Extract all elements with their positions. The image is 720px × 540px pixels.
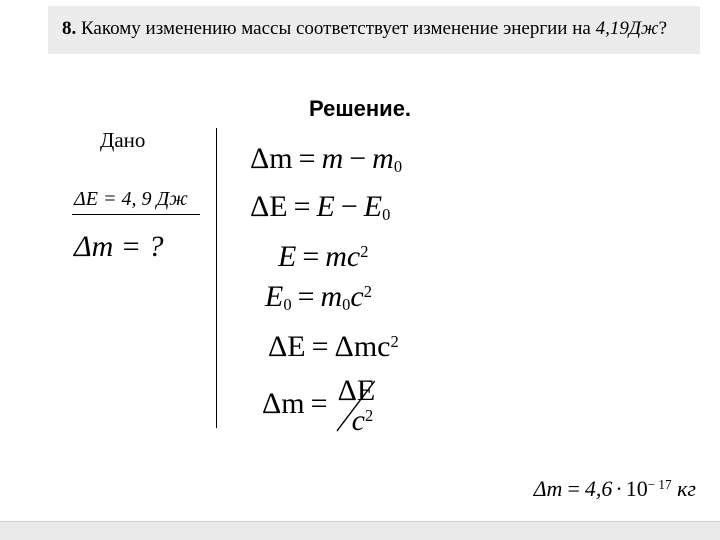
eq2-op: − bbox=[335, 190, 364, 223]
eq4-tail: c bbox=[350, 280, 363, 313]
eq6-lhs: Δm bbox=[262, 387, 305, 420]
eq2-lhs: ΔE bbox=[250, 190, 288, 223]
eq4-lhs: E bbox=[265, 280, 283, 313]
solution-title: Решение. bbox=[0, 96, 720, 122]
problem-text-a: Какому изменению массы соответствует изм… bbox=[81, 18, 596, 39]
given-deltaE: ΔE = 4, 9 Дж bbox=[74, 188, 188, 211]
eq5-rhs: Δmc bbox=[335, 330, 391, 363]
eq1-sub: 0 bbox=[394, 157, 402, 176]
eq3-lhs: E bbox=[278, 240, 296, 273]
result-coeff: 4,6 bbox=[585, 476, 613, 501]
eq1-op: − bbox=[343, 142, 372, 175]
result-unit: кг bbox=[677, 476, 696, 501]
eq5-sup: 2 bbox=[391, 332, 399, 351]
eq4-lsub: 0 bbox=[283, 295, 291, 314]
eq1-rhs-b: m bbox=[372, 142, 394, 175]
vertical-divider bbox=[216, 128, 217, 428]
eq6-fraction: ΔE c2 bbox=[334, 376, 378, 436]
eq2-rhs-b: E bbox=[364, 190, 382, 223]
eq2-sub: 0 bbox=[382, 205, 390, 224]
equation-E0: E0=m0c2 bbox=[265, 280, 372, 315]
eq5-lhs: ΔE bbox=[268, 330, 306, 363]
page: 8. Какому изменению массы соответствует … bbox=[0, 0, 720, 540]
equation-dE-dmc2: ΔE=Δmc2 bbox=[268, 330, 399, 364]
equation-dE: ΔE=E−E0 bbox=[250, 190, 390, 225]
result-lhs: Δm bbox=[534, 476, 563, 501]
equation-dm: Δm=m−m0 bbox=[250, 142, 402, 177]
result-base: 10 bbox=[626, 476, 648, 501]
problem-text-b: ? bbox=[659, 18, 667, 39]
equation-dm-final: Δm= ΔE c2 bbox=[262, 376, 377, 432]
eq4-rhs: m bbox=[321, 280, 343, 313]
eq3-rhs: mc bbox=[325, 240, 360, 273]
eq1-lhs: Δm bbox=[250, 142, 293, 175]
problem-value: 4,19Дж bbox=[596, 18, 659, 39]
result-exp: − 17 bbox=[648, 477, 672, 492]
problem-number: 8. bbox=[62, 18, 76, 39]
eq4-sup: 2 bbox=[364, 282, 372, 301]
fraction-slash-icon bbox=[334, 376, 378, 436]
eq1-rhs-a: m bbox=[322, 142, 344, 175]
result: Δm=4,6·10− 17 кг bbox=[534, 476, 696, 502]
given-deltam: Δm = ? bbox=[74, 230, 164, 264]
given-rule bbox=[72, 214, 200, 215]
equation-E: E=mc2 bbox=[278, 240, 368, 274]
given-label: Дано bbox=[100, 128, 145, 153]
result-op: · bbox=[612, 476, 625, 501]
bottom-band bbox=[0, 521, 720, 540]
eq2-rhs-a: E bbox=[317, 190, 335, 223]
problem-header: 8. Какому изменению массы соответствует … bbox=[48, 6, 700, 54]
eq3-sup: 2 bbox=[360, 242, 368, 261]
